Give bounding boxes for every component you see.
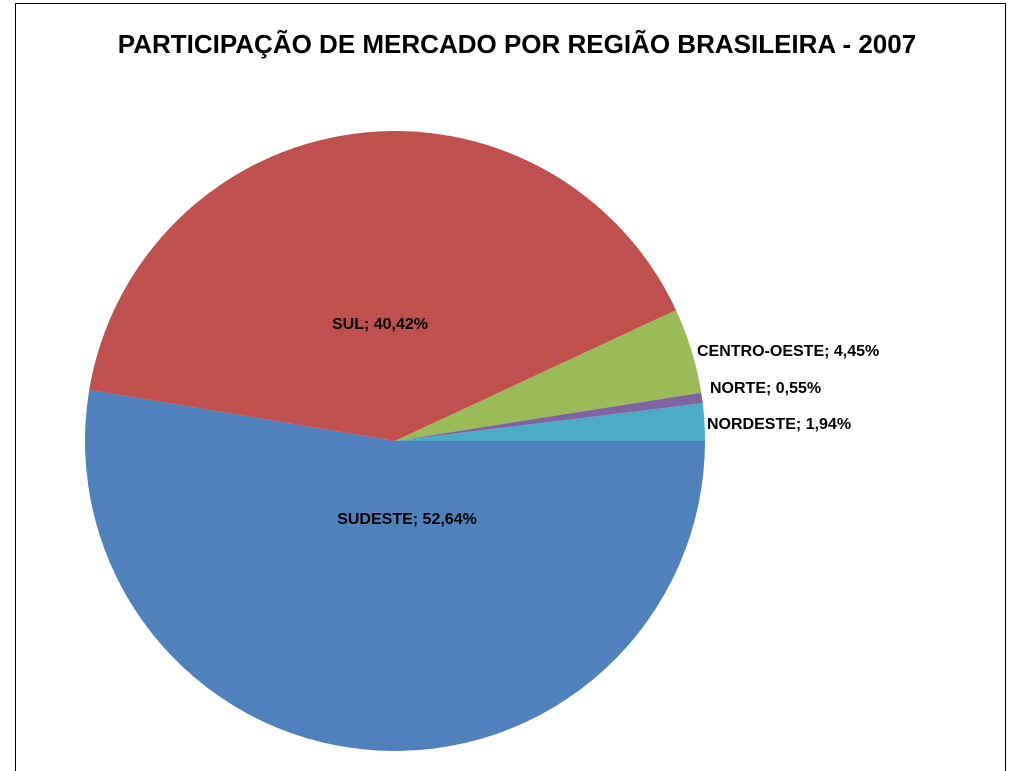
data-label: NORDESTE; 1,94% — [707, 416, 851, 433]
pie-slice — [395, 392, 703, 441]
category-name: SUDESTE — [337, 511, 413, 528]
value-label: 1,94% — [806, 416, 851, 433]
category-name: NORTE — [710, 380, 766, 397]
data-label: CENTRO-OESTE; 4,45% — [697, 343, 879, 360]
data-label: NORTE; 0,55% — [710, 380, 821, 397]
chart-title: PARTICIPAÇÃO DE MERCADO POR REGIÃO BRASI… — [118, 29, 916, 59]
label-separator: ; — [364, 316, 374, 333]
category-name: NORDESTE — [707, 416, 796, 433]
pie-slice — [89, 131, 676, 441]
label-separator: ; — [824, 343, 834, 360]
value-label: 4,45% — [834, 343, 879, 360]
value-label: 0,55% — [776, 380, 821, 397]
label-separator: ; — [766, 380, 776, 397]
value-label: 52,64% — [423, 511, 477, 528]
pie-slice — [85, 389, 705, 751]
category-name: SUL — [332, 316, 364, 333]
category-name: CENTRO-OESTE — [697, 343, 824, 360]
pie-slice — [395, 310, 702, 441]
value-label: 40,42% — [374, 316, 428, 333]
label-separator: ; — [796, 416, 806, 433]
data-label: SUL; 40,42% — [332, 316, 428, 333]
pie-slice — [395, 403, 705, 441]
data-label: SUDESTE; 52,64% — [337, 511, 477, 528]
label-separator: ; — [413, 511, 423, 528]
